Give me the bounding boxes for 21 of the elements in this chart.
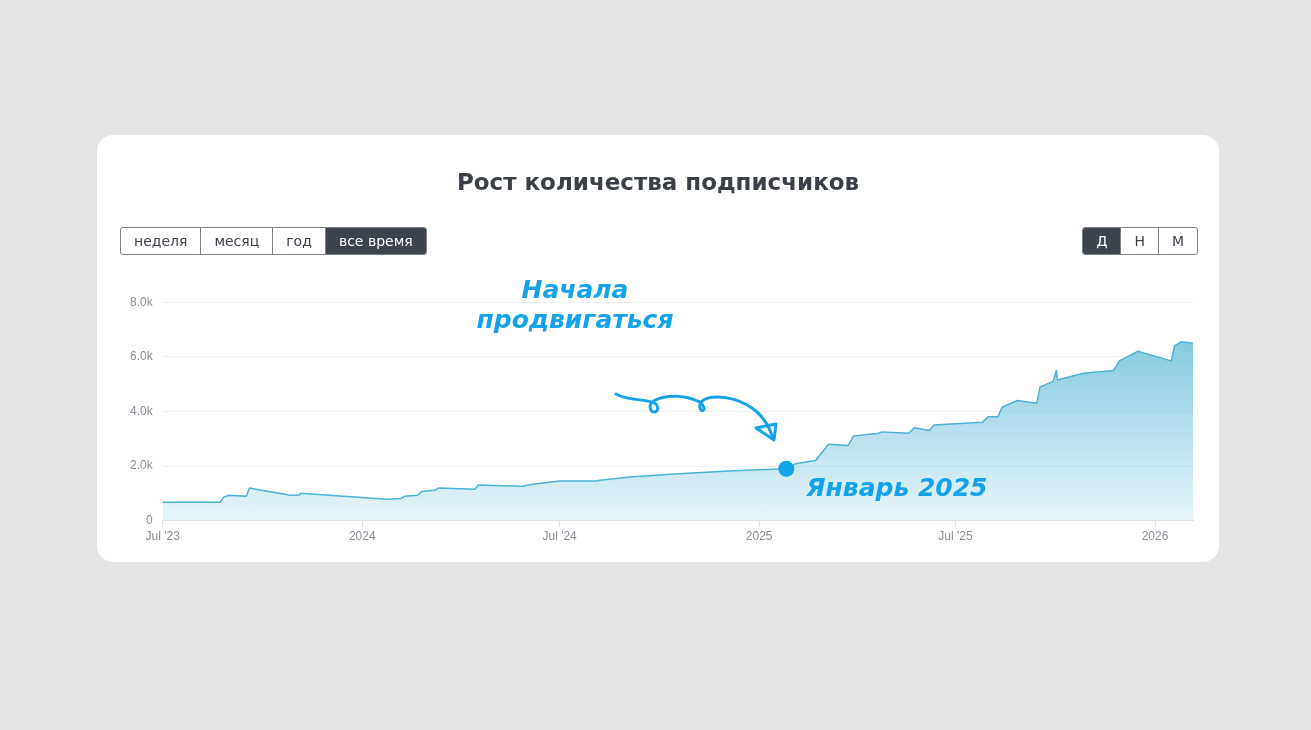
chart-title: Рост количества подписчиков bbox=[455, 169, 861, 195]
text: месяц bbox=[200, 228, 273, 254]
y-tick-label: 6.0k bbox=[129, 349, 154, 364]
annotation: Начала продвигаться bbox=[475, 275, 675, 335]
text: Д bbox=[1083, 228, 1121, 254]
x-tick-label: Jul '23 bbox=[145, 529, 181, 544]
y-tick-label: 8.0k bbox=[129, 294, 154, 309]
x-tick-label: Jul '25 bbox=[938, 529, 973, 544]
x-tick-label: 2024 bbox=[348, 529, 376, 544]
text: год bbox=[272, 228, 325, 254]
text: Н bbox=[1120, 228, 1158, 254]
y-tick-label: 2.0k bbox=[129, 458, 154, 473]
x-tick-label: Jul '24 bbox=[542, 529, 578, 544]
x-tick-label: 2025 bbox=[745, 529, 773, 544]
y-tick-label: 4.0k bbox=[129, 403, 154, 418]
annotation: Январь 2025 bbox=[805, 472, 988, 502]
text: М bbox=[1157, 228, 1197, 254]
y-tick-label: 0 bbox=[145, 512, 153, 527]
x-tick-label: 2026 bbox=[1141, 529, 1169, 544]
text: все время bbox=[324, 228, 426, 254]
text: неделя bbox=[133, 232, 189, 251]
